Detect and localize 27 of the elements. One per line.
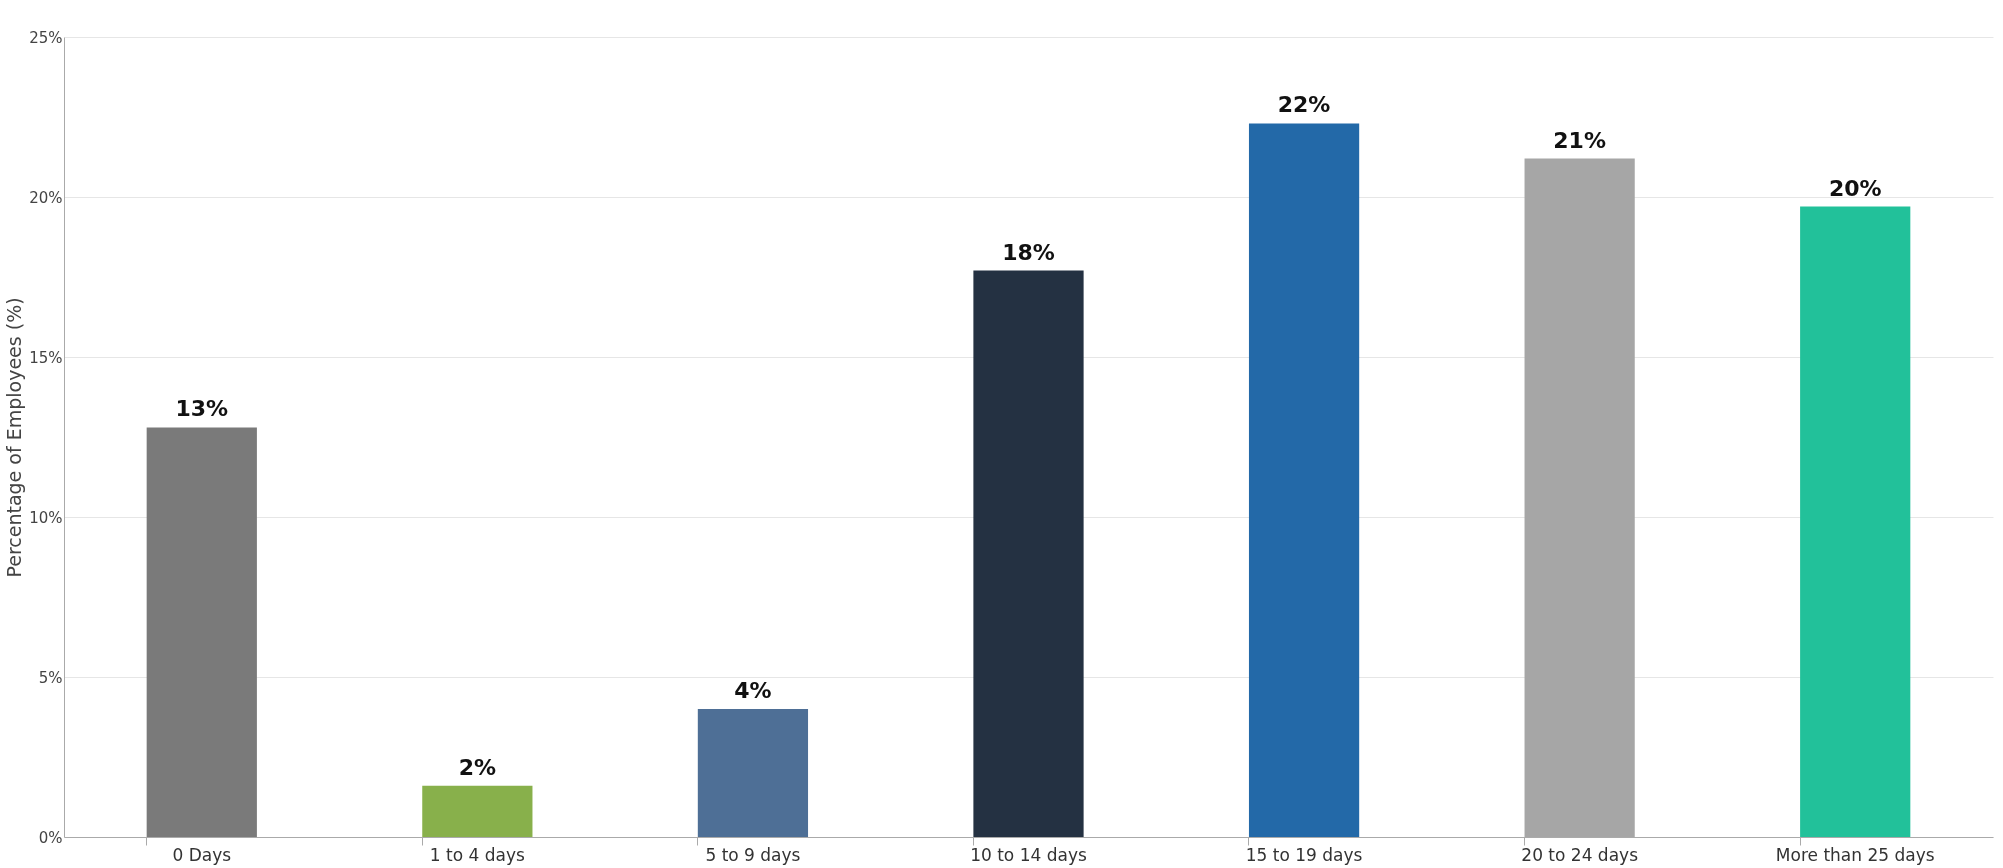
- data-label: 4%: [734, 678, 772, 703]
- x-tick-label: 0 Days: [172, 844, 232, 865]
- bar: [422, 785, 533, 837]
- data-label: 22%: [1277, 92, 1331, 118]
- data-label: 2%: [458, 754, 497, 780]
- y-tick-label: 15%: [29, 348, 63, 367]
- bar: [1248, 123, 1360, 837]
- y-tick-label: 5%: [38, 668, 63, 687]
- y-tick-label: 0%: [38, 828, 63, 847]
- y-tick-label: 20%: [29, 188, 63, 207]
- x-tick-label: More than 25 days: [1775, 844, 1935, 865]
- data-label: 21%: [1553, 127, 1606, 153]
- bar: [146, 427, 257, 837]
- x-tick-label: 15 to 19 days: [1245, 844, 1363, 865]
- data-label: 18%: [1002, 239, 1055, 265]
- x-tick-label: 10 to 14 days: [970, 844, 1087, 865]
- y-axis-title: Percentage of Employees (%): [3, 297, 26, 578]
- bar: [1800, 206, 1911, 837]
- x-tick-label: 5 to 9 days: [705, 844, 801, 865]
- y-tick-label: 10%: [29, 508, 63, 527]
- bar: [973, 270, 1084, 837]
- y-tick-label: 25%: [29, 28, 63, 47]
- bar: [697, 709, 809, 837]
- x-tick-label: 1 to 4 days: [429, 844, 526, 865]
- x-tick-label: 20 to 24 days: [1521, 844, 1639, 865]
- data-label: 20%: [1828, 175, 1882, 201]
- data-label: 13%: [175, 396, 229, 422]
